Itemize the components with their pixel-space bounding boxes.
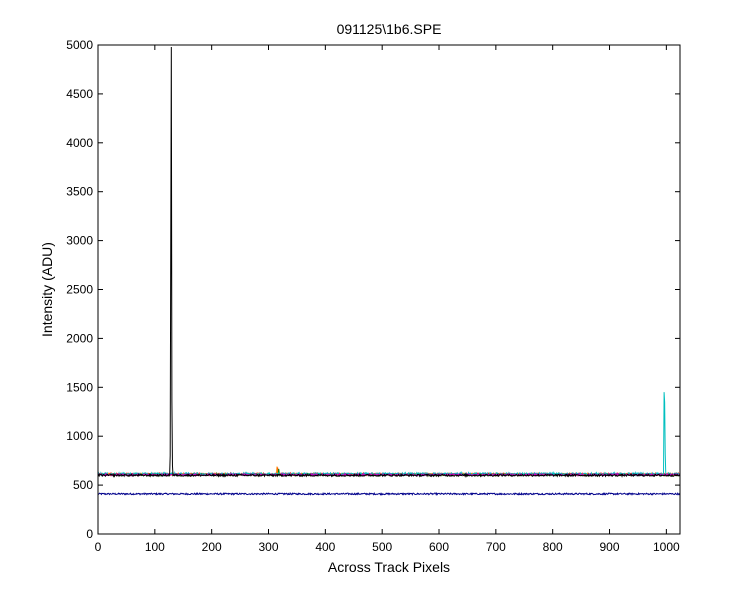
x-tick-label: 500 [372, 540, 392, 554]
y-tick-label: 5000 [66, 38, 93, 52]
x-tick-label: 800 [543, 540, 563, 554]
y-tick-label: 2500 [66, 283, 93, 297]
y-tick-label: 4500 [66, 87, 93, 101]
y-tick-label: 3000 [66, 234, 93, 248]
series-line-5 [98, 472, 680, 478]
x-tick-label: 1000 [653, 540, 680, 554]
x-tick-label: 0 [95, 540, 102, 554]
plot-area [98, 45, 680, 534]
series-layer [98, 46, 680, 497]
y-tick-label: 1500 [66, 380, 93, 394]
y-tick-label: 4000 [66, 136, 93, 150]
chart-title: 091125\1b6.SPE [337, 21, 442, 37]
x-tick-label: 300 [258, 540, 278, 554]
y-tick-label: 0 [86, 527, 93, 541]
x-axis-label: Across Track Pixels [328, 559, 450, 575]
x-tick-label: 700 [486, 540, 506, 554]
y-tick-label: 500 [73, 478, 93, 492]
series-line-0 [98, 491, 680, 497]
axes-layer: 0 100 200 300 400 500 600 700 800 900 1000 0 500 1000… [66, 38, 681, 554]
x-tick-label: 100 [145, 540, 165, 554]
series-line-6 [98, 46, 680, 478]
x-tick-label: 200 [202, 540, 222, 554]
y-axis-label: Intensity (ADU) [39, 242, 55, 337]
x-tick-label: 900 [600, 540, 620, 554]
y-tick-label: 1000 [66, 429, 93, 443]
y-tick-label: 3500 [66, 185, 93, 199]
x-tick-label: 600 [429, 540, 449, 554]
x-tick-label: 400 [315, 540, 335, 554]
y-tick-label: 2000 [66, 331, 93, 345]
